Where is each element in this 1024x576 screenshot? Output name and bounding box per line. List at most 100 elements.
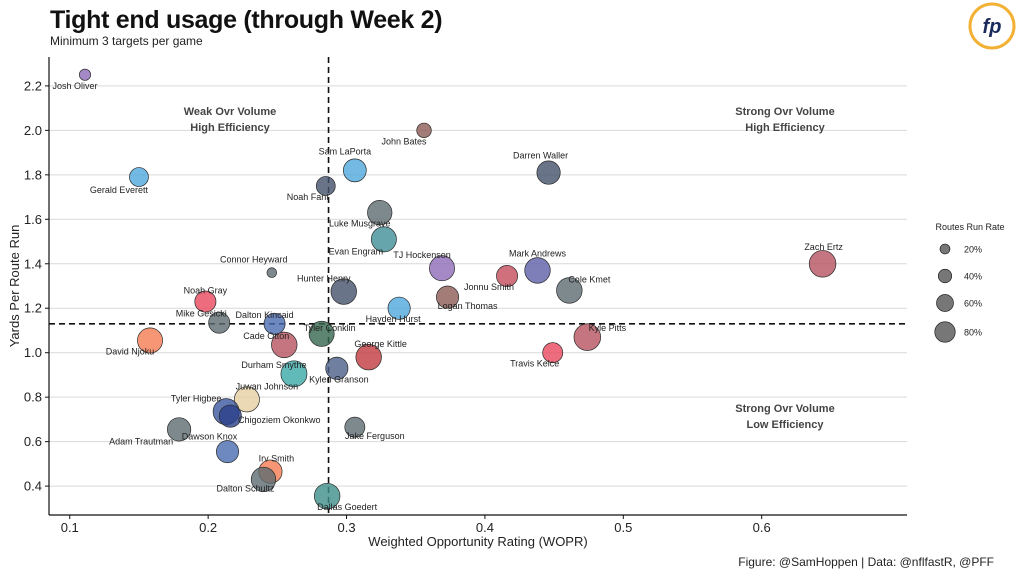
point-label: Kyle Pitts	[589, 323, 627, 333]
reference-lines	[49, 57, 907, 515]
point-label: Cade Otton	[243, 331, 289, 341]
x-tick-label: 0.5	[614, 520, 632, 535]
point-label: Chigoziem Okonkwo	[238, 415, 321, 425]
fantasypros-logo: fp	[968, 2, 1016, 50]
data-point	[271, 331, 298, 359]
quadrant-label: High Efficiency	[745, 122, 825, 134]
legend-label: 20%	[964, 245, 982, 255]
legend-marker	[936, 294, 954, 312]
y-tick-label: 2.0	[24, 123, 42, 138]
point-label: Hayden Hurst	[366, 314, 422, 324]
data-point	[556, 277, 583, 304]
point-label: Dawson Knox	[182, 432, 238, 442]
point-label: Evan Engram	[329, 246, 384, 256]
legend-label: 80%	[964, 328, 982, 338]
data-point	[137, 327, 163, 354]
point-label: David Njoku	[106, 346, 155, 356]
size-legend: Routes Run Rate 20% 40% 60% 80%	[934, 222, 1005, 343]
data-point	[266, 267, 278, 278]
data-point	[355, 343, 382, 371]
data-point	[250, 466, 277, 493]
data-point	[233, 386, 260, 413]
y-tick-label: 1.2	[24, 301, 42, 316]
point-label: George Kittle	[354, 339, 407, 349]
credit-line: Figure: @SamHoppen | Data: @nflfastR, @P…	[738, 555, 994, 569]
y-tick-label: 1.0	[24, 345, 42, 360]
point-label: Jake Ferguson	[345, 431, 405, 441]
point-label: Luke Musgrave	[329, 219, 391, 229]
legend-marker	[934, 321, 956, 343]
chart-subtitle: Minimum 3 targets per game	[50, 34, 203, 48]
data-point	[496, 265, 519, 287]
legend-title: Routes Run Rate	[935, 222, 1004, 232]
data-point	[263, 312, 286, 335]
y-tick-label: 1.4	[24, 256, 42, 271]
logo-text: fp	[983, 16, 1002, 38]
point-label: Jonnu Smith	[464, 282, 514, 292]
y-tick-label: 0.4	[24, 479, 42, 494]
point-label: Adam Trautman	[109, 436, 173, 446]
x-tick-label: 0.3	[337, 520, 355, 535]
quadrant-label: Strong Ovr Volume	[735, 403, 834, 415]
point-label: Gerald Everett	[90, 185, 149, 195]
quadrant-label: Low Efficiency	[746, 419, 824, 431]
point-label: Irv Smith	[259, 454, 295, 464]
legend-label: 60%	[964, 299, 982, 309]
chart-title: Tight end usage (through Week 2)	[50, 6, 443, 34]
data-point	[315, 176, 336, 196]
quadrant-label: Strong Ovr Volume	[735, 106, 834, 118]
data-point	[344, 416, 366, 438]
data-point	[370, 226, 397, 253]
point-label: Mike Gesicki	[176, 309, 227, 319]
point-label: Logan Thomas	[438, 301, 498, 311]
y-tick-label: 1.8	[24, 167, 42, 182]
data-point	[167, 417, 192, 442]
point-label: Juwan Johnson	[236, 381, 299, 391]
point-label: Darren Waller	[513, 151, 568, 161]
point-label: Noah Fant	[287, 192, 330, 202]
x-tick-label: 0.6	[753, 520, 771, 535]
axes: 0.4 0.6 0.8 1.0 1.2 1.4 1.6 1.8 2.0 2.2 0.1 0.2 0.3 0…	[7, 57, 907, 549]
point-label: John Bates	[382, 136, 428, 146]
data-point	[280, 360, 308, 388]
data-point	[436, 285, 460, 309]
legend-label: 40%	[964, 272, 982, 282]
point-label: Dallas Goedert	[317, 502, 378, 512]
legend-marker	[937, 268, 953, 284]
point-label: Tyler Higbee	[171, 394, 222, 404]
x-tick-label: 0.4	[476, 520, 494, 535]
y-axis-title: Yards Per Route Run	[7, 225, 22, 348]
point-label: Dalton Kincaid	[236, 310, 294, 320]
x-tick-label: 0.2	[199, 520, 217, 535]
point-label: Mark Andrews	[509, 248, 567, 258]
point-label: Connor Heyward	[220, 255, 288, 265]
y-tick-label: 0.6	[24, 434, 42, 449]
data-point	[536, 160, 561, 185]
data-point	[573, 323, 602, 351]
y-tick-label: 1.6	[24, 212, 42, 227]
point-labels: Josh Oliver Gerald Everett John Bates Sam L…	[52, 81, 843, 512]
point-label: Cole Kmet	[568, 274, 611, 284]
point-label: Dalton Schultz	[216, 483, 275, 493]
point-label: Durham Smythe	[241, 360, 306, 370]
point-label: Sam LaPorta	[319, 146, 372, 156]
quadrant-label: Weak Ovr Volume	[184, 106, 277, 118]
data-point	[367, 200, 393, 226]
legend-marker	[939, 243, 951, 255]
data-point	[524, 257, 551, 284]
data-point	[542, 342, 564, 364]
point-label: Zach Ertz	[804, 242, 843, 252]
point-label: Josh Oliver	[52, 81, 97, 91]
data-points	[78, 68, 837, 510]
data-point	[330, 278, 357, 305]
data-point	[216, 440, 240, 464]
point-label: Tyler Conklin	[304, 323, 356, 333]
data-point	[218, 404, 242, 428]
point-label: Hunter Henry	[297, 274, 351, 284]
data-point	[308, 320, 335, 347]
data-point	[78, 68, 91, 81]
data-point	[194, 290, 217, 313]
data-point	[808, 250, 837, 278]
data-point	[314, 482, 341, 510]
